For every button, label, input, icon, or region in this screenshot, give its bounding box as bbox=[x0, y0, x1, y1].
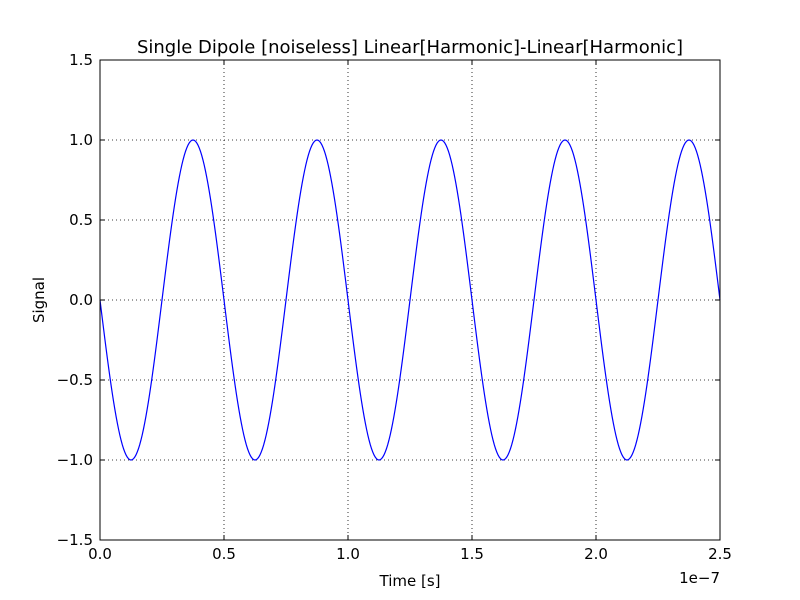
signal-line bbox=[99, 139, 721, 461]
series-layer bbox=[99, 139, 721, 461]
y-tick-label: 0.5 bbox=[69, 211, 93, 229]
y-tick-label: −1.0 bbox=[57, 451, 93, 469]
x-axis-offset-label: 1e−7 bbox=[679, 569, 720, 587]
y-axis-label: Signal bbox=[30, 277, 48, 323]
x-tick-label: 2.0 bbox=[584, 545, 608, 563]
x-axis-label: Time [s] bbox=[379, 572, 441, 590]
y-tick-label: −0.5 bbox=[57, 371, 93, 389]
y-tick-label: 0.0 bbox=[69, 291, 93, 309]
x-tick-label: 2.5 bbox=[708, 545, 732, 563]
x-tick-label: 0.0 bbox=[88, 545, 112, 563]
y-tick-label: −1.5 bbox=[57, 531, 93, 549]
x-tick-labels: 0.0 0.5 1.0 1.5 2.0 2.5 bbox=[88, 545, 732, 563]
y-tick-label: 1.0 bbox=[69, 131, 93, 149]
chart-title: Single Dipole [noiseless] Linear[Harmoni… bbox=[137, 37, 683, 58]
axis-ticks bbox=[99, 59, 721, 541]
y-tick-label: 1.5 bbox=[69, 51, 93, 69]
y-tick-labels: −1.5 −1.0 −0.5 0.0 0.5 1.0 1.5 bbox=[57, 51, 93, 549]
x-tick-label: 1.0 bbox=[336, 545, 360, 563]
x-tick-label: 0.5 bbox=[212, 545, 236, 563]
x-tick-label: 1.5 bbox=[460, 545, 484, 563]
